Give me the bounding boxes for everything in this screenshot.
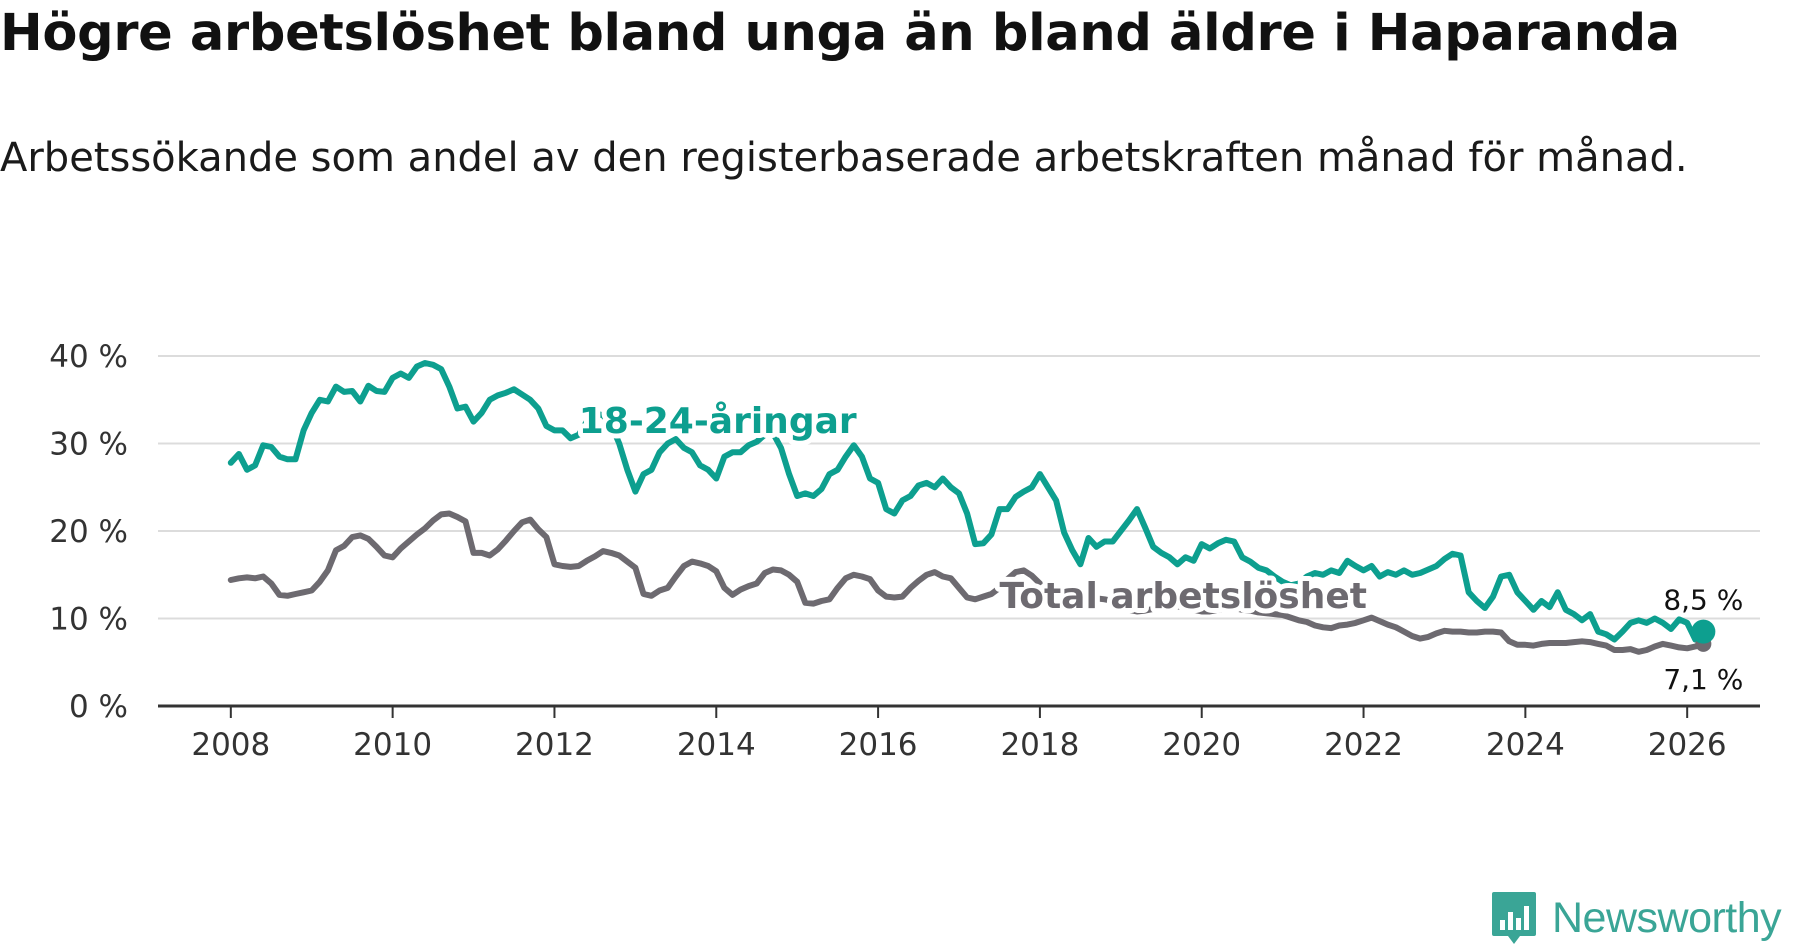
end-value-total: 7,1 %: [1663, 663, 1743, 696]
x-tick-label: 2010: [353, 727, 432, 763]
series-label-halo: Total arbetslöshet: [999, 576, 1367, 617]
x-tick-label: 2008: [191, 727, 270, 763]
x-tick-label: 2022: [1324, 727, 1403, 763]
x-axis: 2008 2010 2012 2014 2016 2018 2020 2022 2024 2026: [158, 704, 1760, 763]
series-label-total: Total arbetslöshet: [999, 576, 1367, 617]
x-tick-label: 2018: [1000, 727, 1079, 763]
series-group: [227, 360, 1707, 655]
series-line-total: [227, 510, 1707, 655]
end-value-youth: 8,5 %: [1663, 584, 1743, 617]
y-tick-label: 30 %: [49, 427, 128, 463]
chart-title: Högre arbetslöshet bland unga än bland ä…: [0, 4, 1680, 63]
end-marker-youth: [1691, 619, 1716, 644]
y-tick-label: 20 %: [49, 514, 128, 550]
brand-name: Newsworthy: [1552, 893, 1782, 942]
series-label-youth: 18-24-åringar: [579, 401, 857, 442]
x-tick-label: 2014: [677, 727, 756, 763]
x-tick-label: 2024: [1486, 727, 1565, 763]
series-label-halo: 18-24-åringar: [579, 401, 857, 442]
y-tick-label: 40 %: [49, 339, 128, 375]
x-tick-label: 2026: [1648, 727, 1727, 763]
bar-chart-icon: [1492, 892, 1536, 944]
chart-subtitle: Arbetssökande som andel av den registerb…: [0, 135, 1688, 181]
grid-lines: [158, 355, 1760, 620]
newsworthy-logo: Newsworthy: [1490, 888, 1782, 948]
x-tick-label: 2016: [839, 727, 918, 763]
series-line-youth: [227, 360, 1707, 643]
y-axis: 0 % 10 % 20 % 30 % 40 %: [49, 339, 128, 725]
x-tick-label: 2020: [1162, 727, 1241, 763]
y-tick-label: 0 %: [69, 689, 128, 725]
x-tick-label: 2012: [515, 727, 594, 763]
y-tick-label: 10 %: [49, 602, 128, 638]
